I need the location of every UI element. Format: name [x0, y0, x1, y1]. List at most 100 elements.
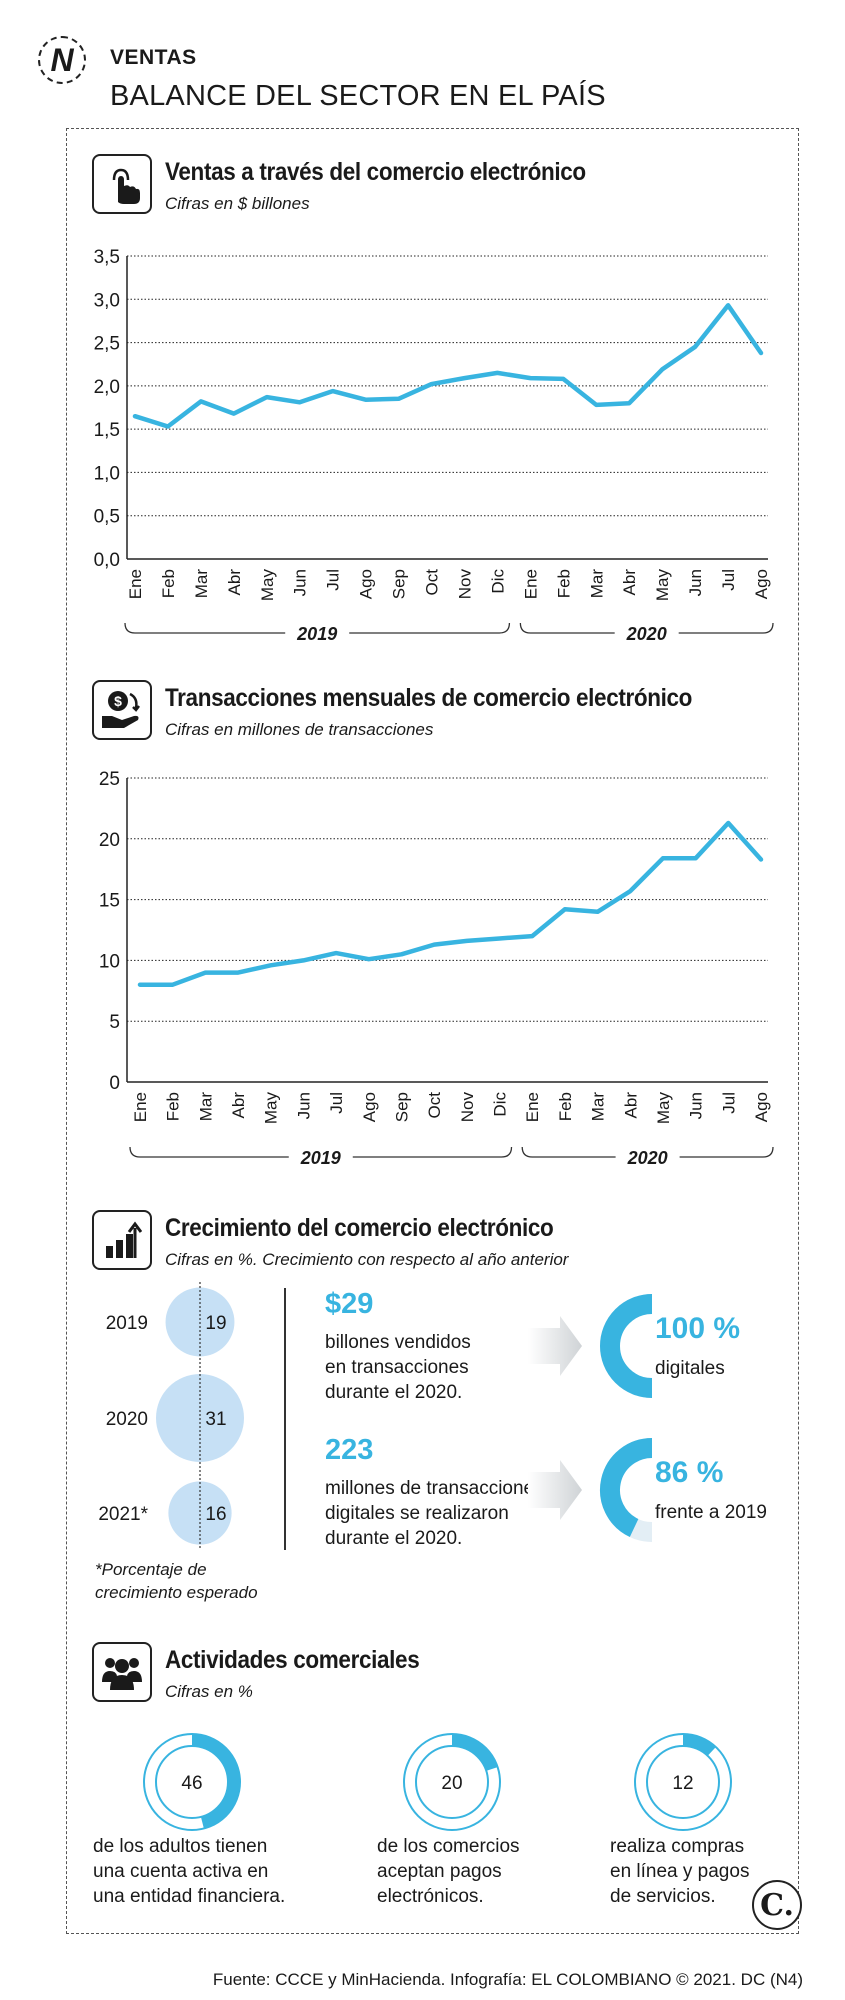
brand-logo: N: [38, 36, 86, 84]
data-point: [465, 939, 469, 943]
series-line: [137, 820, 764, 987]
y-tick-label: 3,0: [94, 290, 120, 311]
stat-big-value: 223: [325, 1434, 374, 1466]
gauge-fill: [600, 1438, 653, 1538]
growth-bars-icon: [92, 1210, 152, 1270]
x-tick-label: Feb: [159, 569, 178, 598]
y-tick-label: 20: [99, 830, 120, 851]
data-point: [629, 889, 632, 893]
y-tick-label: 1,5: [94, 420, 120, 441]
gauge-fill: [600, 1294, 653, 1398]
data-point: [302, 959, 305, 962]
data-point: [432, 943, 436, 946]
activity-line: electrónicos.: [377, 1886, 484, 1907]
y-tick-label: 0,5: [94, 507, 120, 528]
series-line: [132, 303, 764, 429]
activity-line: de servicios.: [610, 1886, 716, 1907]
x-tick-label: Jun: [294, 1092, 313, 1119]
year-group-label: 2020: [627, 1148, 668, 1168]
data-point: [334, 951, 338, 955]
year-group-label: 2019: [300, 1148, 341, 1168]
x-tick-label: Mar: [587, 569, 606, 599]
data-point: [397, 397, 400, 401]
donut-inner-ring: [646, 1745, 720, 1819]
x-tick-label: Ene: [523, 1092, 542, 1122]
data-point: [236, 971, 240, 974]
pct-value: 100 %: [655, 1312, 741, 1345]
data-point: [133, 414, 137, 418]
data-point: [595, 403, 598, 407]
year-label-bg: [285, 621, 350, 645]
donut-value: 12: [672, 1773, 693, 1794]
stat-description: billones vendidos en transacciones duran…: [325, 1330, 471, 1405]
y-tick-label: 10: [99, 951, 120, 972]
activity-line: una entidad financiera.: [93, 1886, 286, 1907]
data-point: [628, 401, 631, 405]
touch-icon: [92, 154, 152, 214]
stat-line: durante el 2020.: [325, 1528, 463, 1549]
activity-line: realiza compras: [610, 1836, 745, 1857]
donut-inner-ring: [155, 1745, 229, 1819]
data-point: [661, 857, 665, 860]
x-tick-label: Ago: [360, 1092, 379, 1122]
data-point: [138, 983, 142, 986]
data-point: [463, 376, 466, 380]
data-point: [726, 304, 730, 307]
bubble-year: 2020: [106, 1409, 148, 1430]
activity-line: en línea y pagos: [610, 1861, 750, 1882]
x-tick-label: May: [654, 1092, 673, 1125]
data-point: [367, 957, 370, 961]
x-tick-label: May: [653, 569, 672, 602]
stat-line: millones de transacciones: [325, 1478, 544, 1499]
x-tick-label: Jul: [719, 1092, 738, 1114]
people-icon: [92, 1642, 152, 1702]
x-tick-label: Ene: [521, 569, 540, 599]
x-tick-label: Nov: [458, 1092, 477, 1123]
year-label-bg: [288, 1145, 353, 1169]
growth-bubble: [168, 1481, 232, 1545]
footnote-line: crecimiento esperado: [95, 1583, 258, 1602]
source-credit: Fuente: CCCE y MinHacienda. Infografía: …: [212, 1970, 803, 1989]
donut-fill: [682, 1733, 716, 1757]
data-point: [298, 401, 301, 404]
crecimiento-title: Crecimiento del comercio electrónico: [165, 1214, 554, 1242]
x-tick-label: Dic: [491, 1092, 510, 1117]
x-tick-label: Ene: [131, 1092, 150, 1122]
content-frame: [66, 128, 799, 1934]
stat-description: millones de transacciones digitales se r…: [325, 1476, 544, 1551]
x-tick-label: Sep: [390, 569, 409, 599]
data-point: [727, 821, 730, 825]
data-point: [596, 910, 599, 913]
data-point: [529, 376, 532, 380]
stat-big-value: $29: [325, 1288, 374, 1320]
svg-text:$: $: [114, 693, 122, 709]
x-tick-label: Ago: [752, 569, 771, 599]
donut-fill: [451, 1734, 498, 1772]
section-label: VENTAS: [110, 46, 197, 69]
data-point: [166, 425, 170, 428]
x-tick-label: Ago: [752, 1092, 771, 1122]
x-tick-label: Oct: [425, 1092, 444, 1119]
data-point: [498, 937, 501, 940]
year-group-label: 2020: [626, 624, 667, 644]
x-tick-label: Abr: [621, 1092, 640, 1119]
data-point: [759, 351, 763, 355]
growth-footnote: *Porcentaje de crecimiento esperado: [95, 1558, 258, 1604]
section-divider: [284, 1288, 286, 1550]
x-tick-label: Abr: [225, 569, 244, 596]
transacciones-subtitle: Cifras en millones de transacciones: [165, 720, 434, 739]
y-tick-label: 1,0: [94, 463, 120, 484]
x-tick-label: May: [258, 569, 277, 602]
bubble-value: 31: [205, 1409, 226, 1430]
arrow-shape: [528, 1316, 582, 1376]
y-tick-label: 3,5: [94, 247, 120, 268]
newspaper-logo: C.: [752, 1880, 802, 1930]
ventas-title: Ventas a través del comercio electrónico: [165, 158, 586, 186]
footnote-line: *Porcentaje de: [95, 1560, 207, 1579]
bubble-year: 2021*: [98, 1504, 148, 1525]
pct-label: frente a 2019: [655, 1502, 767, 1523]
